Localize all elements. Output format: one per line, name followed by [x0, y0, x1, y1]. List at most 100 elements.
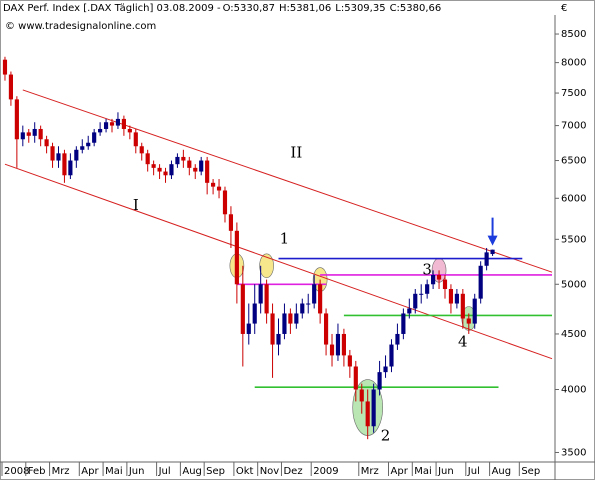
candle-body — [86, 142, 91, 147]
candle-body — [8, 74, 14, 100]
candle-body — [318, 284, 323, 314]
candle-body — [38, 128, 43, 140]
x-tick-label: Jul — [467, 466, 480, 477]
candle-body — [109, 122, 115, 126]
y-tick-label: 6500 — [561, 156, 586, 167]
candle-body — [413, 293, 418, 309]
candle-body — [407, 308, 412, 314]
candle-body — [68, 160, 73, 176]
annotation-line — [4, 163, 553, 360]
candle-body — [26, 132, 31, 136]
x-tick-label: Mai — [105, 466, 123, 477]
y-tick-label: 7000 — [561, 121, 586, 132]
x-tick-label: Jul — [158, 466, 171, 477]
candle-body — [490, 249, 495, 255]
x-tick-label: Nov — [260, 466, 280, 477]
candle-body — [359, 389, 364, 402]
candle-body — [377, 372, 382, 390]
x-tick-label: Mai — [414, 466, 432, 477]
y-tick-label: 8000 — [561, 58, 586, 69]
ohlc-label: O:5330,87 — [223, 3, 275, 14]
candle-body — [62, 153, 67, 176]
annotation-label: II — [290, 143, 302, 161]
candle-body — [270, 313, 275, 345]
candle-body — [74, 149, 79, 161]
y-tick-label: 4000 — [561, 385, 586, 396]
candle-body — [139, 146, 144, 154]
candle-body — [98, 128, 103, 133]
y-tick-label: 4500 — [561, 329, 586, 340]
candle-body — [466, 318, 471, 324]
candle-body — [234, 230, 239, 285]
candle-body — [127, 128, 132, 133]
candle-body — [181, 156, 186, 161]
candle-body — [169, 164, 174, 176]
ohlc-label: H:5381,06 — [279, 3, 331, 14]
y-tick-label: 3500 — [561, 447, 586, 458]
candle-body — [145, 153, 150, 165]
arrow-head — [487, 235, 498, 246]
candle-body — [460, 293, 465, 319]
candle-body — [20, 132, 25, 140]
candle-body — [246, 323, 251, 334]
title-row: DAX Perf. Index [.DAX Täglich] 03.08.200… — [3, 3, 441, 14]
x-tick-label: Jun — [437, 466, 454, 477]
x-tick-label: Feb — [28, 466, 46, 477]
x-tick-label: Mrz — [361, 466, 379, 477]
annotation-label: 3 — [422, 260, 432, 278]
highlight-ellipse — [259, 253, 274, 279]
candle-body — [371, 389, 376, 427]
candle-body — [276, 333, 281, 345]
candle-body — [211, 182, 216, 187]
x-tick-label: Apr — [81, 466, 99, 477]
candle-body — [454, 293, 459, 304]
x-tick-label: 2008 — [4, 466, 29, 477]
annotation-label: 2 — [381, 427, 391, 445]
candle-body — [484, 252, 489, 266]
x-tick-label: Apr — [391, 466, 409, 477]
x-tick-label: Dez — [283, 466, 302, 477]
x-tick-label: 2009 — [313, 466, 338, 477]
ohlc-label: C:5380,66 — [390, 3, 442, 14]
candle-body — [252, 303, 257, 324]
candle-body — [300, 303, 305, 314]
x-tick-label: Okt — [236, 466, 254, 477]
candle-body — [14, 99, 19, 140]
candle-body — [365, 401, 370, 427]
candle-body — [448, 289, 454, 304]
y-tick-label: 8500 — [561, 29, 586, 40]
candle-body — [419, 293, 424, 295]
candle-body — [383, 366, 388, 373]
ohlc-label: L:5309,35 — [335, 3, 385, 14]
x-tick-label: Jun — [128, 466, 145, 477]
y-tick-label: 5500 — [561, 234, 586, 245]
annotation-label: 4 — [458, 332, 468, 350]
candle-body — [175, 156, 180, 165]
candle-body — [389, 344, 394, 367]
x-tick-label: Aug — [182, 466, 202, 477]
candle-body — [353, 366, 358, 390]
candle-body — [478, 265, 483, 299]
candle-body — [187, 160, 192, 168]
candle-body — [401, 313, 406, 334]
y-tick-label: 7500 — [561, 88, 586, 99]
y-tick-label: 6000 — [561, 193, 586, 204]
candle-body — [306, 303, 311, 305]
candle-body — [288, 313, 293, 324]
candle-body — [50, 146, 55, 161]
source: © www.tradesignalonline.com — [5, 21, 156, 32]
candle-body — [163, 171, 168, 176]
candle-body — [222, 190, 228, 215]
candle-body — [258, 284, 263, 304]
candle-body — [56, 153, 61, 161]
x-tick-label: Aug — [492, 466, 512, 477]
candle-body — [425, 284, 430, 294]
annotation-line — [22, 89, 553, 273]
candle-body — [133, 132, 138, 147]
candle-body — [282, 313, 287, 334]
candle-body — [151, 164, 156, 168]
candle-body — [2, 59, 8, 75]
candle-body — [121, 118, 126, 129]
x-tick-label: Sep — [521, 466, 540, 477]
x-tick-label: Sep — [206, 466, 225, 477]
